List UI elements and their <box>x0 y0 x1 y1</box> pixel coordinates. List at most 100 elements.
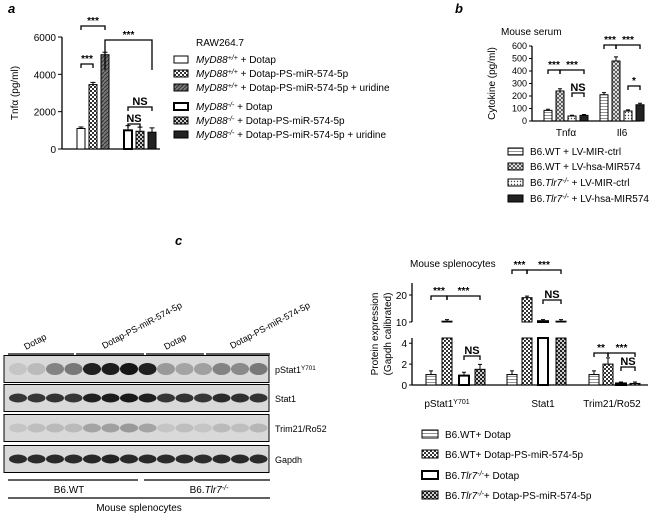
error-bar <box>606 357 610 365</box>
blot-band <box>27 423 46 433</box>
blot-band <box>138 454 157 464</box>
bar <box>76 127 86 150</box>
blot-row-label: Trim21/Ro52 <box>275 424 327 434</box>
sig-a-4-6-label: NS <box>132 96 147 108</box>
bar <box>635 104 645 122</box>
sig-c-4-label: *** <box>514 260 526 271</box>
bar <box>474 368 486 386</box>
sig-b-6-line <box>627 85 641 90</box>
chart-title: Mouse splenocytes <box>410 259 496 270</box>
legend-label: B6.Tlr7-/-+ Dotap <box>445 471 520 483</box>
legend-swatch <box>507 178 524 187</box>
sig-c-7-label: ** <box>597 343 605 354</box>
sig-b-5-line <box>615 44 641 49</box>
sig-b-2-label: *** <box>566 60 578 71</box>
blot-band <box>175 454 194 464</box>
blot-band <box>9 454 27 464</box>
sig-c-6-label: NS <box>544 289 559 301</box>
panel-letter-c: c <box>175 233 183 248</box>
sig-a-1-3-line <box>80 25 106 30</box>
y-tick-label: 100 <box>512 104 527 114</box>
blot-band <box>120 423 138 433</box>
category-label: Il6 <box>617 128 628 139</box>
sig-b-1-label: *** <box>548 60 560 71</box>
y-tick-label: 400 <box>512 66 527 76</box>
blot-band <box>120 363 138 375</box>
sig-c-8-label: *** <box>616 343 628 354</box>
blot-band <box>138 423 157 433</box>
bar <box>521 337 533 386</box>
sig-a-1-2-line <box>80 63 94 68</box>
error-bar <box>582 114 586 116</box>
blot-band <box>212 423 231 433</box>
sig-c-2-line <box>446 295 481 300</box>
bar <box>615 382 627 386</box>
blot-band <box>101 423 120 433</box>
blot-band <box>83 393 101 403</box>
sig-c-9-line <box>620 366 636 371</box>
sig-c-2-label: *** <box>458 286 470 297</box>
y-axis-label-2: (Gapdh calibrated) <box>383 293 394 376</box>
blot-band <box>101 454 120 464</box>
error-bar <box>525 295 529 298</box>
y-tick-label: 500 <box>512 54 527 64</box>
y-tick-label: 600 <box>512 41 527 51</box>
legend-label: B6.WT+ Dotap-PS-miR-574-5p <box>445 450 584 461</box>
bar <box>629 382 641 386</box>
legend-label: B6.Tlr7-/-+ Dotap-PS-miR-574-5p <box>445 491 592 503</box>
blot-band <box>194 393 212 403</box>
blot-band <box>194 423 212 433</box>
blot-band <box>231 423 249 433</box>
bar <box>506 374 518 386</box>
legend-swatch <box>507 162 524 171</box>
y-tick-label: 4000 <box>34 70 57 81</box>
blot-band <box>120 393 138 403</box>
error-bar <box>633 381 637 384</box>
error-bar <box>541 319 545 322</box>
blot-band <box>157 393 175 403</box>
bar <box>441 337 453 386</box>
y-tick-label: 0 <box>50 145 56 156</box>
error-bar <box>149 127 155 133</box>
error-bar <box>592 370 596 375</box>
blot-band <box>101 393 120 403</box>
legend-label: MyD88+/+ + Dotap <box>196 55 276 67</box>
legend-label: B6.WT + LV-hsa-MIR574 <box>530 162 641 173</box>
blot-band <box>249 423 268 433</box>
sig-a-4-5-label: NS <box>126 113 141 125</box>
lane-group-label: Dotap <box>22 332 48 352</box>
bar <box>425 374 437 386</box>
sig-a-4-6-line <box>127 106 153 111</box>
bar <box>537 337 549 386</box>
category-label: pStat1Y701 <box>424 399 469 411</box>
category-label: Tnfα <box>556 128 576 139</box>
legend-label: B6.Tlr7-/- + LV-MIR-ctrl <box>530 178 630 190</box>
blot-band <box>27 363 46 375</box>
y-tick-label: 10 <box>396 318 408 329</box>
sig-a-1-3-label: *** <box>87 16 99 27</box>
legend-swatch <box>173 83 189 92</box>
bar-upper <box>537 320 549 324</box>
blot-band <box>212 454 231 464</box>
legend-label: MyD88-/- + Dotap-PS-miR-574-5p + uridine <box>196 130 386 142</box>
blot-band <box>64 454 83 464</box>
blot-band <box>175 423 194 433</box>
bar <box>602 363 614 386</box>
y-axis-label: Cytokine (pg/ml) <box>487 47 498 120</box>
blot-band <box>83 423 101 433</box>
error-bar <box>546 108 550 111</box>
blot-band <box>194 363 212 375</box>
y-tick-label: 4 <box>401 339 407 350</box>
blot-band <box>27 393 46 403</box>
blot-band <box>120 454 138 464</box>
chart-title: Mouse serum <box>501 27 562 38</box>
blot-band <box>46 454 64 464</box>
legend-swatch <box>421 449 439 459</box>
y-tick-label: 2000 <box>34 108 57 119</box>
blot-band <box>231 454 249 464</box>
y-tick-label: 0 <box>401 381 407 392</box>
error-bar <box>570 114 574 116</box>
blot-band <box>64 423 83 433</box>
bar <box>611 60 621 122</box>
